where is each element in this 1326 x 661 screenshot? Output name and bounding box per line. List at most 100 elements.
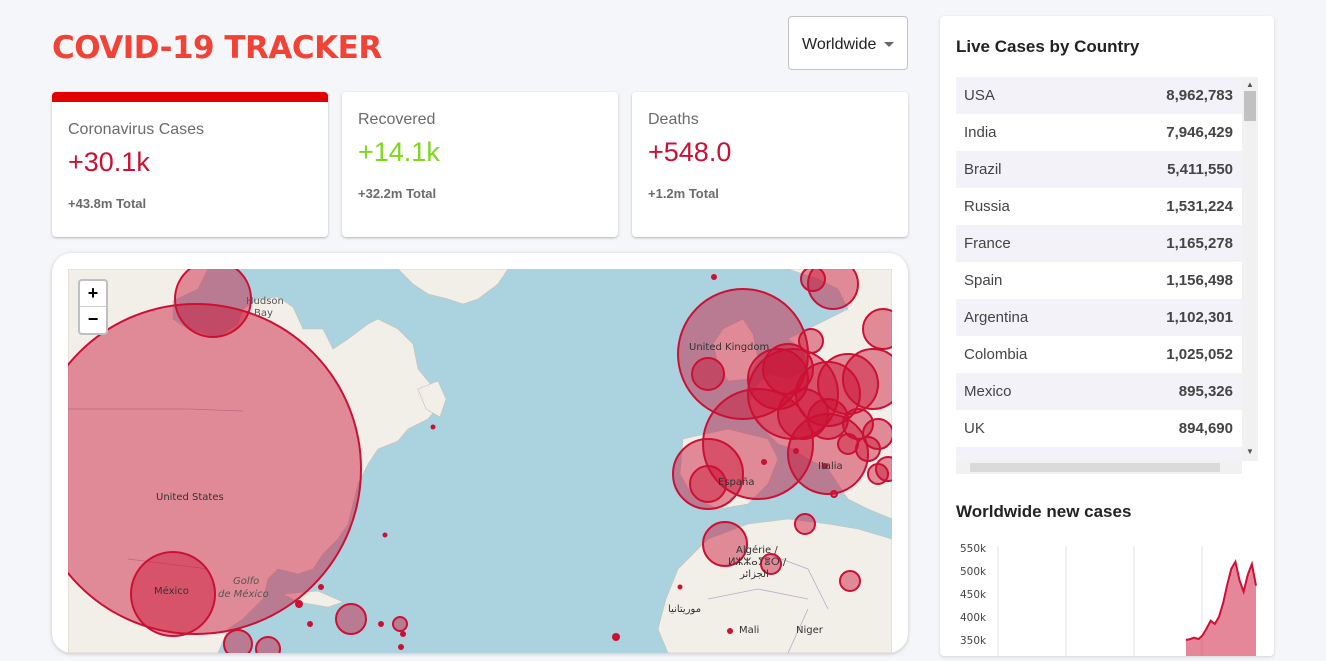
case-circle-guatemala[interactable] bbox=[255, 636, 281, 653]
dot-virgin[interactable] bbox=[400, 631, 406, 637]
world-map[interactable]: Hudson Bay United States México Golfo de… bbox=[68, 269, 892, 653]
dot-saint-pierre[interactable] bbox=[430, 424, 436, 430]
case-circle-tunisia[interactable] bbox=[794, 513, 816, 535]
border-lines bbox=[68, 408, 829, 653]
land-greenland bbox=[397, 269, 509, 305]
map-label-golfo-2: de México bbox=[218, 588, 269, 600]
dot-greenland[interactable] bbox=[711, 274, 717, 280]
map-label-golfo: Golfo bbox=[233, 576, 259, 587]
chart-y-tick: 450k bbox=[960, 589, 987, 601]
row-cases: 1,531,224 bbox=[1166, 198, 1233, 215]
caret-down-icon bbox=[884, 42, 894, 47]
stats-row: Coronavirus Cases +30.1k +43.8m Total Re… bbox=[52, 92, 908, 238]
dot-bahamas[interactable] bbox=[318, 584, 324, 590]
dot-mali[interactable] bbox=[727, 628, 733, 634]
case-circle-ireland[interactable] bbox=[691, 357, 725, 391]
table-row: Spain 1,156,498 bbox=[956, 262, 1242, 299]
table-row: Brazil 5,411,550 bbox=[956, 151, 1242, 188]
table-row: Colombia 1,025,052 bbox=[956, 336, 1242, 373]
dot-cape[interactable] bbox=[612, 633, 620, 641]
dot-monaco[interactable] bbox=[793, 448, 799, 454]
case-circle-denmark[interactable] bbox=[798, 328, 824, 354]
case-circle-sweden[interactable] bbox=[807, 269, 859, 310]
row-cases: 1,156,498 bbox=[1166, 272, 1233, 289]
case-circle-algeria[interactable] bbox=[760, 553, 782, 575]
case-circle-hungary[interactable] bbox=[842, 408, 874, 440]
dot-mauritania[interactable] bbox=[677, 584, 683, 590]
case-circle-malta[interactable] bbox=[830, 490, 838, 498]
map-label-algerie-3: الجزائر bbox=[739, 569, 769, 580]
row-cases: 7,946,429 bbox=[1166, 124, 1233, 141]
case-circle-france[interactable] bbox=[702, 388, 814, 500]
case-circle-portugal[interactable] bbox=[702, 521, 748, 567]
case-circle-ukraine[interactable] bbox=[842, 348, 892, 410]
map-label-algerie: Algérie / bbox=[736, 544, 778, 556]
scroll-up-icon[interactable]: ▲ bbox=[1246, 80, 1254, 89]
scrollbar-thumb[interactable] bbox=[1244, 91, 1256, 121]
row-cases: 1,025,052 bbox=[1166, 346, 1233, 363]
case-circle-libya[interactable] bbox=[839, 570, 861, 592]
map-card: Hudson Bay United States México Golfo de… bbox=[52, 253, 908, 653]
dot-bermuda[interactable] bbox=[382, 532, 388, 538]
case-circle-finland[interactable] bbox=[862, 308, 892, 350]
dot-jamaica[interactable] bbox=[295, 600, 303, 608]
map-label-united-states: United States bbox=[156, 492, 224, 503]
case-circle-canada[interactable] bbox=[174, 269, 252, 338]
stat-card-recovered[interactable]: Recovered +14.1k +32.2m Total bbox=[342, 92, 618, 237]
table-row: France 1,165,278 bbox=[956, 225, 1242, 262]
stat-card-deaths[interactable]: Deaths +548.0 +1.2m Total bbox=[632, 92, 908, 237]
horizontal-scrollbar[interactable] bbox=[956, 461, 1242, 474]
map-label-espana: España bbox=[718, 477, 754, 488]
scrollbar-thumb-horizontal[interactable] bbox=[970, 463, 1220, 472]
live-cases-table[interactable]: USA 8,962,783 India 7,946,429 Brazil 5,4… bbox=[956, 77, 1258, 474]
case-circle-spain[interactable] bbox=[672, 438, 744, 510]
stat-card-value: +548.0 bbox=[648, 137, 732, 167]
case-circle-romania[interactable] bbox=[862, 418, 892, 450]
dot-leeward[interactable] bbox=[398, 644, 404, 650]
case-circle-switzerland[interactable] bbox=[777, 388, 829, 440]
row-country: India bbox=[964, 124, 997, 141]
row-cases: 5,411,550 bbox=[1167, 161, 1233, 178]
case-circle-honduras[interactable] bbox=[223, 629, 253, 653]
case-circle-austria[interactable] bbox=[807, 398, 849, 440]
stat-card-total: +1.2m Total bbox=[648, 186, 719, 201]
vertical-scrollbar[interactable]: ▲ ▼ bbox=[1242, 77, 1258, 461]
row-cases: 1,165,278 bbox=[1166, 235, 1233, 252]
country-select[interactable]: Worldwide bbox=[788, 16, 908, 70]
case-circle-serbia[interactable] bbox=[855, 436, 881, 462]
row-country: UK bbox=[964, 420, 985, 437]
case-circles bbox=[68, 269, 892, 653]
table-row: Mexico 895,326 bbox=[956, 373, 1242, 410]
row-country: Colombia bbox=[964, 346, 1028, 363]
row-country: USA bbox=[964, 87, 995, 104]
case-circle-mexico[interactable] bbox=[130, 551, 216, 637]
zoom-out-button[interactable]: − bbox=[87, 309, 99, 329]
case-circle-usa[interactable] bbox=[68, 303, 362, 635]
stat-card-total: +43.8m Total bbox=[68, 196, 147, 211]
stat-card-title: Recovered bbox=[358, 111, 436, 128]
stat-card-total: +32.2m Total bbox=[358, 186, 437, 201]
case-circle-dominican[interactable] bbox=[392, 616, 408, 632]
dot-haiti[interactable] bbox=[307, 621, 313, 627]
zoom-in-button[interactable]: + bbox=[80, 281, 106, 307]
case-circle-norway[interactable] bbox=[800, 269, 826, 292]
dot-andorra[interactable] bbox=[761, 459, 767, 465]
dot-sanmarino[interactable] bbox=[822, 463, 828, 469]
case-circle-turkey[interactable] bbox=[875, 456, 892, 482]
stat-card-cases[interactable]: Coronavirus Cases +30.1k +43.8m Total bbox=[52, 92, 328, 237]
scroll-down-icon[interactable]: ▼ bbox=[1246, 447, 1254, 456]
map-label-mexico: México bbox=[154, 585, 189, 597]
map-label-hudson-bay-2: Bay bbox=[254, 308, 273, 319]
case-circle-cuba[interactable] bbox=[335, 603, 367, 635]
map-label-united-kingdom: United Kingdom bbox=[689, 342, 769, 353]
case-circle-morocco[interactable] bbox=[689, 465, 727, 503]
live-cases-title: Live Cases by Country bbox=[956, 37, 1140, 56]
chart-y-tick: 500k bbox=[960, 566, 987, 578]
dot-puerto-rico[interactable] bbox=[378, 621, 384, 627]
row-country: Mexico bbox=[964, 383, 1012, 400]
new-cases-chart: 550k 500k 450k 400k 350k bbox=[956, 541, 1258, 656]
chart-y-tick: 550k bbox=[960, 543, 987, 555]
map-label-mauritanie: موريتانيا bbox=[668, 604, 701, 615]
case-circle-croatia[interactable] bbox=[837, 433, 859, 455]
table-row: Russia 1,531,224 bbox=[956, 188, 1242, 225]
